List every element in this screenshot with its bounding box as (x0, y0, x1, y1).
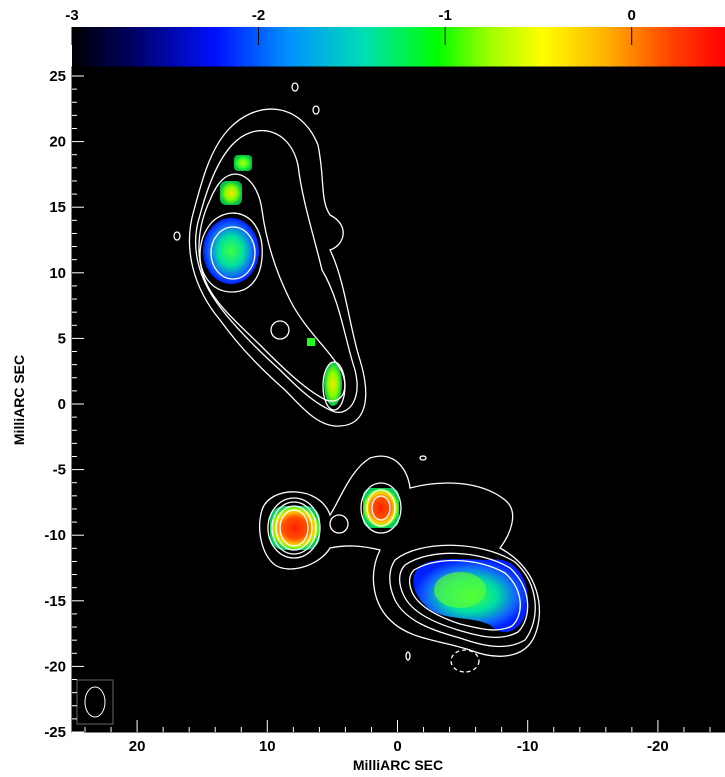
se-contour-4 (408, 559, 521, 631)
x-axis-label: MilliARC SEC (353, 757, 443, 773)
y-tick-label: 25 (49, 68, 66, 85)
se-contour-blob (405, 651, 411, 661)
nw-contour-outer (188, 108, 367, 427)
nw-contour-4 (199, 212, 263, 293)
y-tick-label: -20 (44, 658, 66, 675)
contours (173, 82, 541, 673)
y-ticks: 25 20 15 10 5 0 -5 -10 -15 -20 -25 (44, 68, 84, 741)
nw-upper-knot (220, 181, 242, 205)
nw-top-knot (234, 155, 252, 171)
y-axis-label: MilliARC SEC (11, 355, 27, 445)
y-tick-label: 15 (49, 199, 66, 216)
nw-contour-hole (270, 320, 290, 340)
beam-ellipse (84, 686, 106, 718)
y-tick-label: -25 (44, 724, 66, 741)
colorbar-gradient (72, 27, 725, 67)
se-left-contour-3 (275, 505, 313, 551)
colorbar-ticks: -3 -2 -1 0 (65, 7, 636, 45)
se-left-contour-1 (267, 497, 321, 559)
se-left-contour-4 (279, 509, 309, 547)
nw-small-dot (307, 338, 315, 346)
y-tick-label: -15 (44, 593, 66, 610)
y-tick-label: -5 (53, 462, 66, 479)
emission-layer (76, 82, 541, 725)
y-tick-label: 0 (58, 396, 66, 413)
plot-frame (71, 66, 725, 733)
nw-lower-knot (324, 362, 342, 406)
nw-contour-blob-2 (312, 105, 320, 115)
x-tick-label: -20 (647, 738, 669, 755)
nw-contour-core (210, 226, 256, 280)
se-contour-outer (259, 455, 541, 657)
colorbar-tick-label: -3 (65, 7, 78, 24)
se-contour-3 (398, 552, 529, 638)
y-tick-label: -10 (44, 527, 66, 544)
x-tick-label: -10 (517, 738, 539, 755)
nw-contour-blob-1 (291, 82, 299, 92)
colorbar-tick-label: 0 (628, 7, 636, 24)
nw-contour-knot-lower (322, 361, 346, 411)
nw-contour-3 (198, 173, 346, 402)
se-contour-gap (329, 514, 349, 534)
colorbar-tick-label: -2 (252, 7, 265, 24)
x-tick-label: 20 (129, 738, 146, 755)
se-left-contour-2 (271, 501, 317, 555)
nw-contour-2 (194, 129, 358, 413)
colorbar-tick-label: -1 (438, 7, 451, 24)
se-contour-dot (419, 455, 427, 461)
colorbar: -3 -2 -1 0 (65, 7, 725, 67)
x-tick-label: 0 (393, 738, 401, 755)
negative-contour (450, 649, 480, 673)
se-mid-contour-1 (360, 482, 402, 534)
beam-indicator (76, 679, 114, 725)
x-ticks: 20 10 0 -10 -20 (84, 720, 711, 755)
nw-contour-blob-3 (173, 231, 181, 241)
x-tick-label: 10 (259, 738, 276, 755)
y-tick-label: 20 (49, 134, 66, 151)
beam-box (76, 679, 114, 725)
plot-background (72, 67, 725, 732)
y-tick-label: 5 (58, 330, 66, 347)
y-tick-label: 10 (49, 265, 66, 282)
se-contour-2 (389, 544, 536, 648)
se-mid-contour-2 (366, 489, 396, 527)
se-mid-contour-3 (371, 495, 391, 521)
se-middle-bright-knot (363, 488, 399, 528)
se-lobe-center (434, 572, 486, 608)
plot-area: 20 10 0 -10 -20 25 20 15 10 5 0 -5 -10 -15 -20 -25 (44, 66, 725, 755)
